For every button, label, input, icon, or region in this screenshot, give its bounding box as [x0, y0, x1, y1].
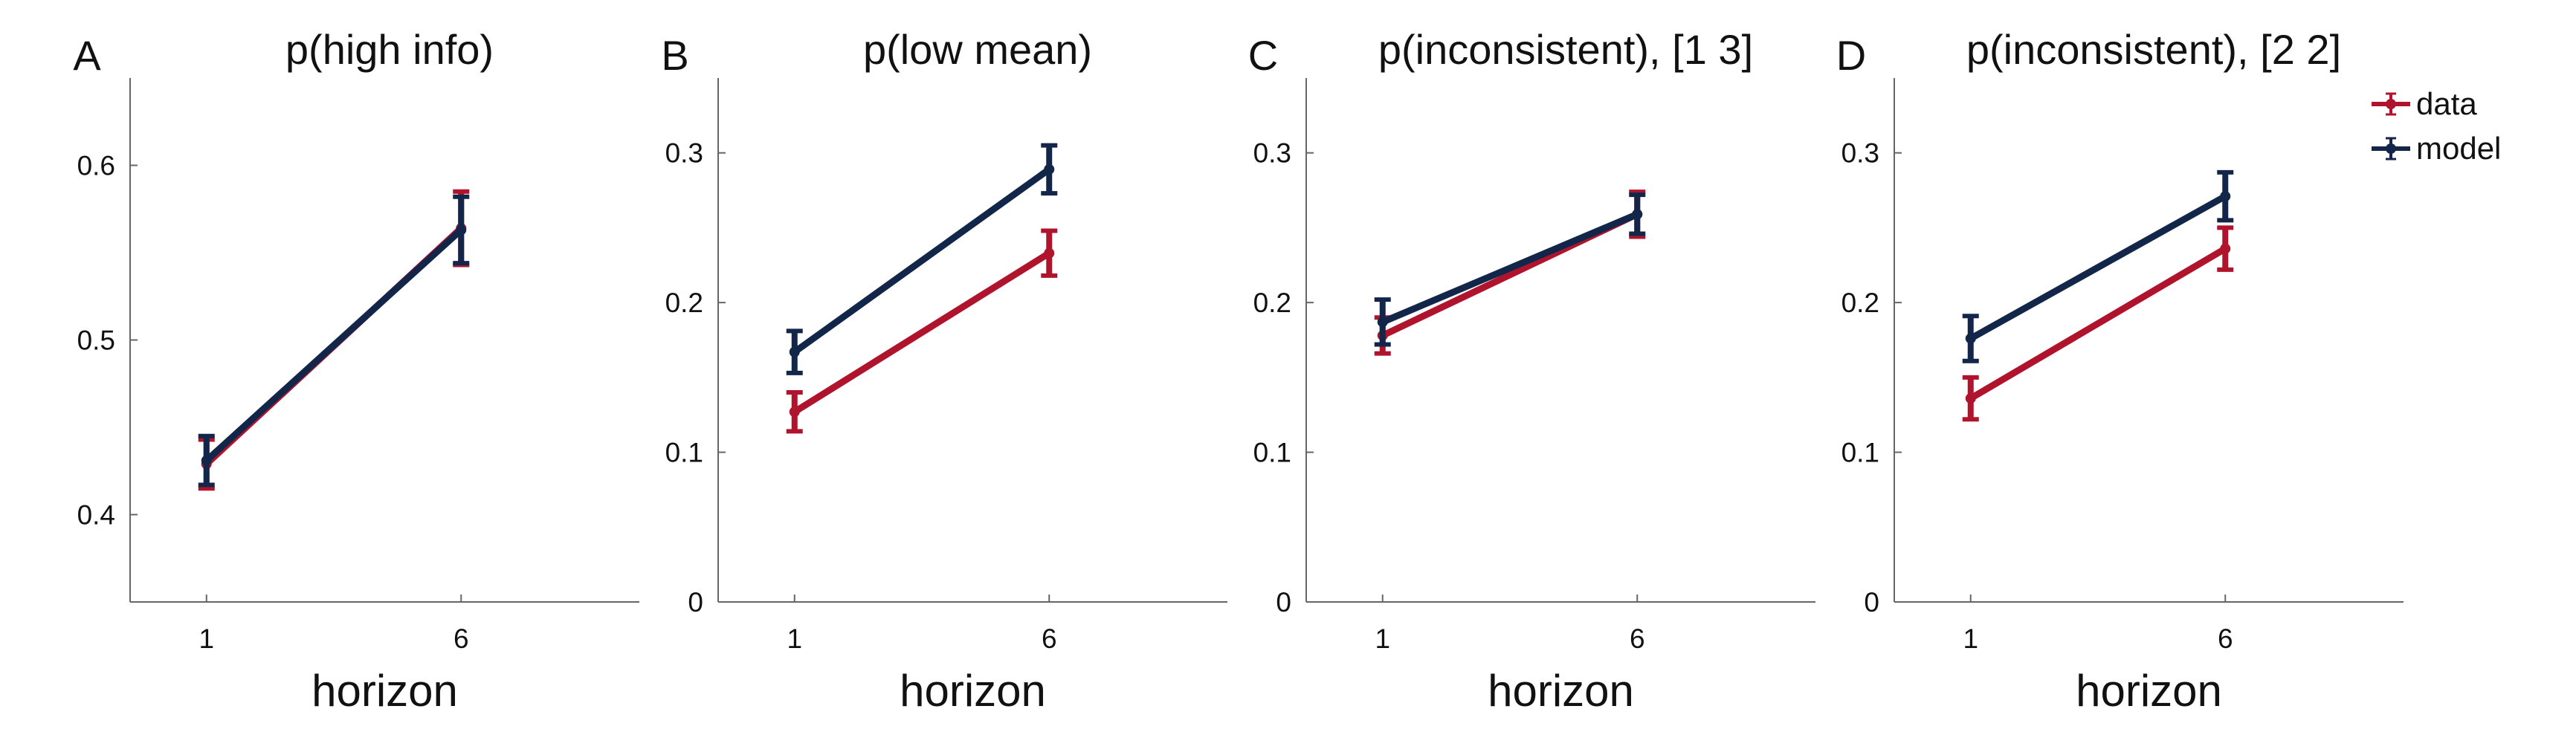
x-tick-label: 1	[787, 624, 802, 654]
y-tick-label: 0.1	[665, 438, 703, 468]
panel-title: p(inconsistent), [1 3]	[1378, 26, 1753, 73]
x-tick-label: 1	[198, 624, 214, 654]
panel-d: 0 0.1 0.2 0.3 1 6 horizon p(inconsistent), [2 2…	[1836, 26, 2404, 716]
x-tick-label: 1	[1963, 624, 1978, 654]
panel-letter: D	[1836, 32, 1866, 79]
x-tick-label: 6	[2218, 624, 2233, 654]
series-line-model	[791, 166, 1053, 356]
panel-letter: C	[1248, 32, 1278, 79]
y-tick-label: 0	[1276, 587, 1291, 618]
panel-title: p(low mean)	[863, 26, 1092, 73]
series-line-model	[1379, 210, 1641, 325]
x-tick-label: 6	[453, 624, 469, 654]
x-tick-label: 1	[1375, 624, 1390, 654]
x-axis-label: horizon	[2076, 666, 2222, 716]
legend: data model	[2372, 86, 2501, 166]
y-tick-label: 0.4	[77, 500, 115, 531]
y-tick-label: 0.3	[1253, 138, 1291, 169]
series-line-data	[791, 250, 1053, 415]
series-data	[1374, 190, 1646, 356]
x-tick-label: 6	[1042, 624, 1057, 654]
legend-item-model: model	[2372, 131, 2501, 166]
data-point-model	[2220, 191, 2231, 202]
series-line-model	[1967, 192, 2229, 342]
panel-title: p(inconsistent), [2 2]	[1966, 26, 2341, 73]
y-tick-label: 0.6	[77, 151, 115, 181]
y-tick-label: 0.2	[1253, 288, 1291, 318]
y-tick-label: 0.1	[1841, 438, 1879, 468]
data-point-model	[456, 224, 467, 236]
y-tick-label: 0.1	[1253, 438, 1291, 468]
series-line-model	[203, 226, 465, 464]
y-tick-label: 0.3	[665, 138, 703, 169]
y-tick-label: 0.2	[1841, 288, 1879, 318]
x-axis-label: horizon	[1488, 666, 1634, 716]
data-point-model	[789, 346, 800, 357]
series-data	[786, 228, 1058, 434]
legend-label: data	[2416, 86, 2477, 121]
x-axis-label: horizon	[311, 666, 458, 716]
data-point-model	[201, 455, 212, 466]
legend-item-data: data	[2372, 86, 2477, 121]
data-point-model	[1377, 317, 1388, 328]
series-model	[786, 143, 1058, 375]
panel-b: 0 0.1 0.2 0.3 1 6 horizon p(low mean) B	[661, 26, 1227, 716]
series-model	[1962, 169, 2234, 363]
legend-label: model	[2416, 131, 2501, 166]
data-point-model	[1632, 209, 1643, 220]
legend-marker-model	[2386, 143, 2396, 154]
data-point-data	[789, 407, 800, 418]
y-tick-label: 0	[1864, 587, 1879, 618]
data-point-data	[1965, 393, 1976, 404]
panel-letter: B	[661, 32, 688, 79]
y-tick-label: 0.5	[77, 325, 115, 356]
x-tick-label: 6	[1630, 624, 1645, 654]
series-model	[1374, 192, 1646, 347]
y-tick-label: 0.3	[1841, 138, 1879, 169]
panel-c: 0 0.1 0.2 0.3 1 6 horizon p(inconsistent), [1 3…	[1248, 26, 1815, 716]
data-point-data	[2220, 243, 2231, 254]
x-axis-label: horizon	[900, 666, 1046, 716]
series-line-data	[1967, 245, 2229, 402]
series-model	[198, 194, 470, 488]
panel-title: p(high info)	[285, 26, 494, 73]
data-point-data	[1044, 247, 1055, 259]
series-data	[198, 189, 470, 491]
panel-letter: A	[73, 32, 101, 79]
panel-a: 0.4 0.5 0.6 1 6 horizon p(high info) A	[73, 26, 639, 716]
series-data	[1962, 225, 2234, 422]
y-tick-label: 0.2	[665, 288, 703, 318]
data-point-model	[1044, 163, 1055, 175]
y-tick-label: 0	[688, 587, 703, 618]
legend-marker-data	[2386, 99, 2396, 109]
data-point-model	[1965, 333, 1976, 344]
